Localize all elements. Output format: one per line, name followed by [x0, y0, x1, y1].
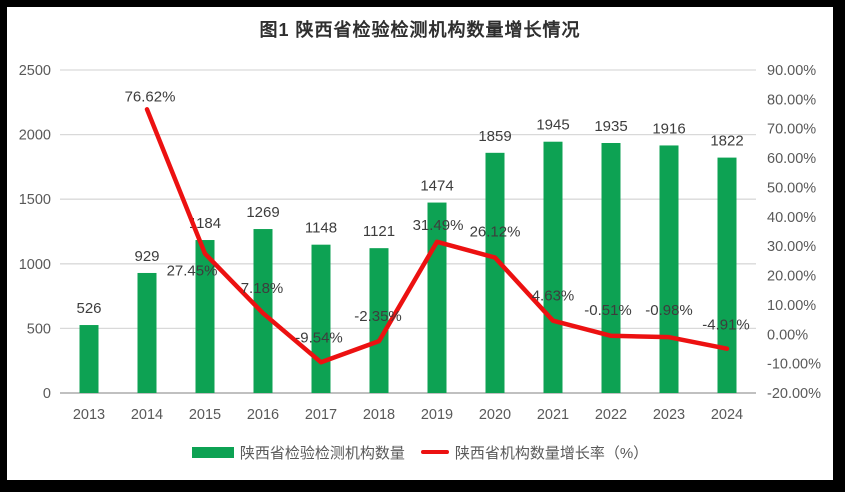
- bar-value-label: 1935: [594, 118, 627, 135]
- right-axis-tick: 90.00%: [767, 63, 816, 79]
- left-axis-tick: 1500: [19, 192, 51, 208]
- left-axis-tick: 2500: [19, 63, 51, 79]
- bar-value-label: 1822: [710, 133, 743, 150]
- x-axis-label: 2015: [189, 407, 221, 423]
- bar: [195, 240, 215, 393]
- x-axis-label: 2016: [247, 407, 279, 423]
- bar-value-label: 1121: [363, 223, 395, 240]
- line-value-label: -9.54%: [295, 329, 343, 346]
- bar-value-label: 929: [134, 248, 159, 265]
- right-axis-tick: 40.00%: [767, 210, 816, 226]
- bar-value-label: 1916: [652, 120, 685, 137]
- x-axis-label: 2023: [653, 407, 685, 423]
- bar-series-swatch-icon: [191, 446, 234, 458]
- line-value-label: 4.63%: [532, 288, 575, 305]
- line-value-label: 27.45%: [167, 263, 218, 280]
- chart-legend: 陕西省检验检测机构数量 陕西省机构数量增长率（%）: [7, 441, 833, 463]
- bar-value-label: 1474: [420, 178, 453, 195]
- right-axis-tick: -20.00%: [767, 386, 821, 402]
- right-axis-tick: 10.00%: [767, 298, 816, 314]
- line-series-swatch-icon: [420, 450, 449, 454]
- bar: [659, 145, 679, 393]
- line-value-label: -0.98%: [645, 302, 693, 319]
- line-value-label: 76.62%: [125, 88, 176, 105]
- bar: [137, 272, 157, 393]
- x-axis-label: 2017: [305, 407, 337, 423]
- bar: [543, 141, 563, 393]
- x-axis-label: 2022: [595, 407, 627, 423]
- bar-value-label: 1269: [246, 204, 279, 221]
- bar: [485, 152, 505, 393]
- legend-item-line-series: 陕西省机构数量增长率（%）: [420, 442, 649, 463]
- right-axis-tick: -10.00%: [767, 357, 821, 373]
- bar: [601, 142, 621, 393]
- chart-title: 图1 陕西省检验检测机构数量增长情况: [259, 20, 581, 40]
- bar-value-label: 526: [76, 300, 101, 317]
- bar-value-label: 1859: [478, 128, 511, 145]
- bar-series-legend-label: 陕西省检验检测机构数量: [239, 444, 405, 462]
- line-value-label: 7.18%: [241, 280, 284, 297]
- x-axis-label: 2014: [131, 407, 163, 423]
- right-axis-tick: 70.00%: [767, 122, 816, 138]
- bar: [717, 157, 737, 393]
- screen-edge-top: [0, 0, 845, 7]
- bar: [79, 325, 99, 393]
- right-axis-tick: 20.00%: [767, 269, 816, 285]
- line-series-legend-label: 陕西省机构数量增长率（%）: [454, 444, 649, 462]
- left-axis-tick: 500: [27, 321, 51, 337]
- right-axis-tick: 30.00%: [767, 239, 816, 255]
- x-axis-label: 2021: [537, 407, 569, 423]
- right-axis-tick: 50.00%: [767, 180, 816, 196]
- bar: [311, 244, 331, 393]
- x-axis-label: 2019: [421, 407, 453, 423]
- bar: [369, 248, 389, 393]
- line-value-label: -4.91%: [702, 317, 750, 334]
- x-axis-label: 2024: [711, 407, 743, 423]
- screen-edge-left: [0, 0, 7, 492]
- line-value-label: -2.35%: [354, 308, 402, 325]
- left-axis-tick: 0: [43, 386, 51, 402]
- screen-edge-right: [833, 0, 845, 492]
- line-value-label: -0.51%: [584, 302, 632, 319]
- line-value-label: 26.12%: [470, 224, 521, 241]
- line-value-label: 31.49%: [413, 217, 464, 234]
- screen-edge-bottom: [0, 480, 845, 492]
- x-axis-label: 2018: [363, 407, 395, 423]
- x-axis-label: 2020: [479, 407, 511, 423]
- right-axis-tick: 80.00%: [767, 92, 816, 108]
- right-axis-tick: 60.00%: [767, 151, 816, 167]
- bar-value-label: 1945: [536, 117, 569, 134]
- growth-line: [144, 107, 730, 365]
- left-axis-tick: 1000: [19, 257, 51, 273]
- x-axis-label: 2013: [73, 407, 105, 423]
- bar-value-label: 1148: [305, 220, 337, 237]
- legend-item-bar-series: 陕西省检验检测机构数量: [191, 442, 405, 463]
- right-axis-tick: 0.00%: [767, 327, 808, 343]
- left-axis-tick: 2000: [19, 128, 51, 144]
